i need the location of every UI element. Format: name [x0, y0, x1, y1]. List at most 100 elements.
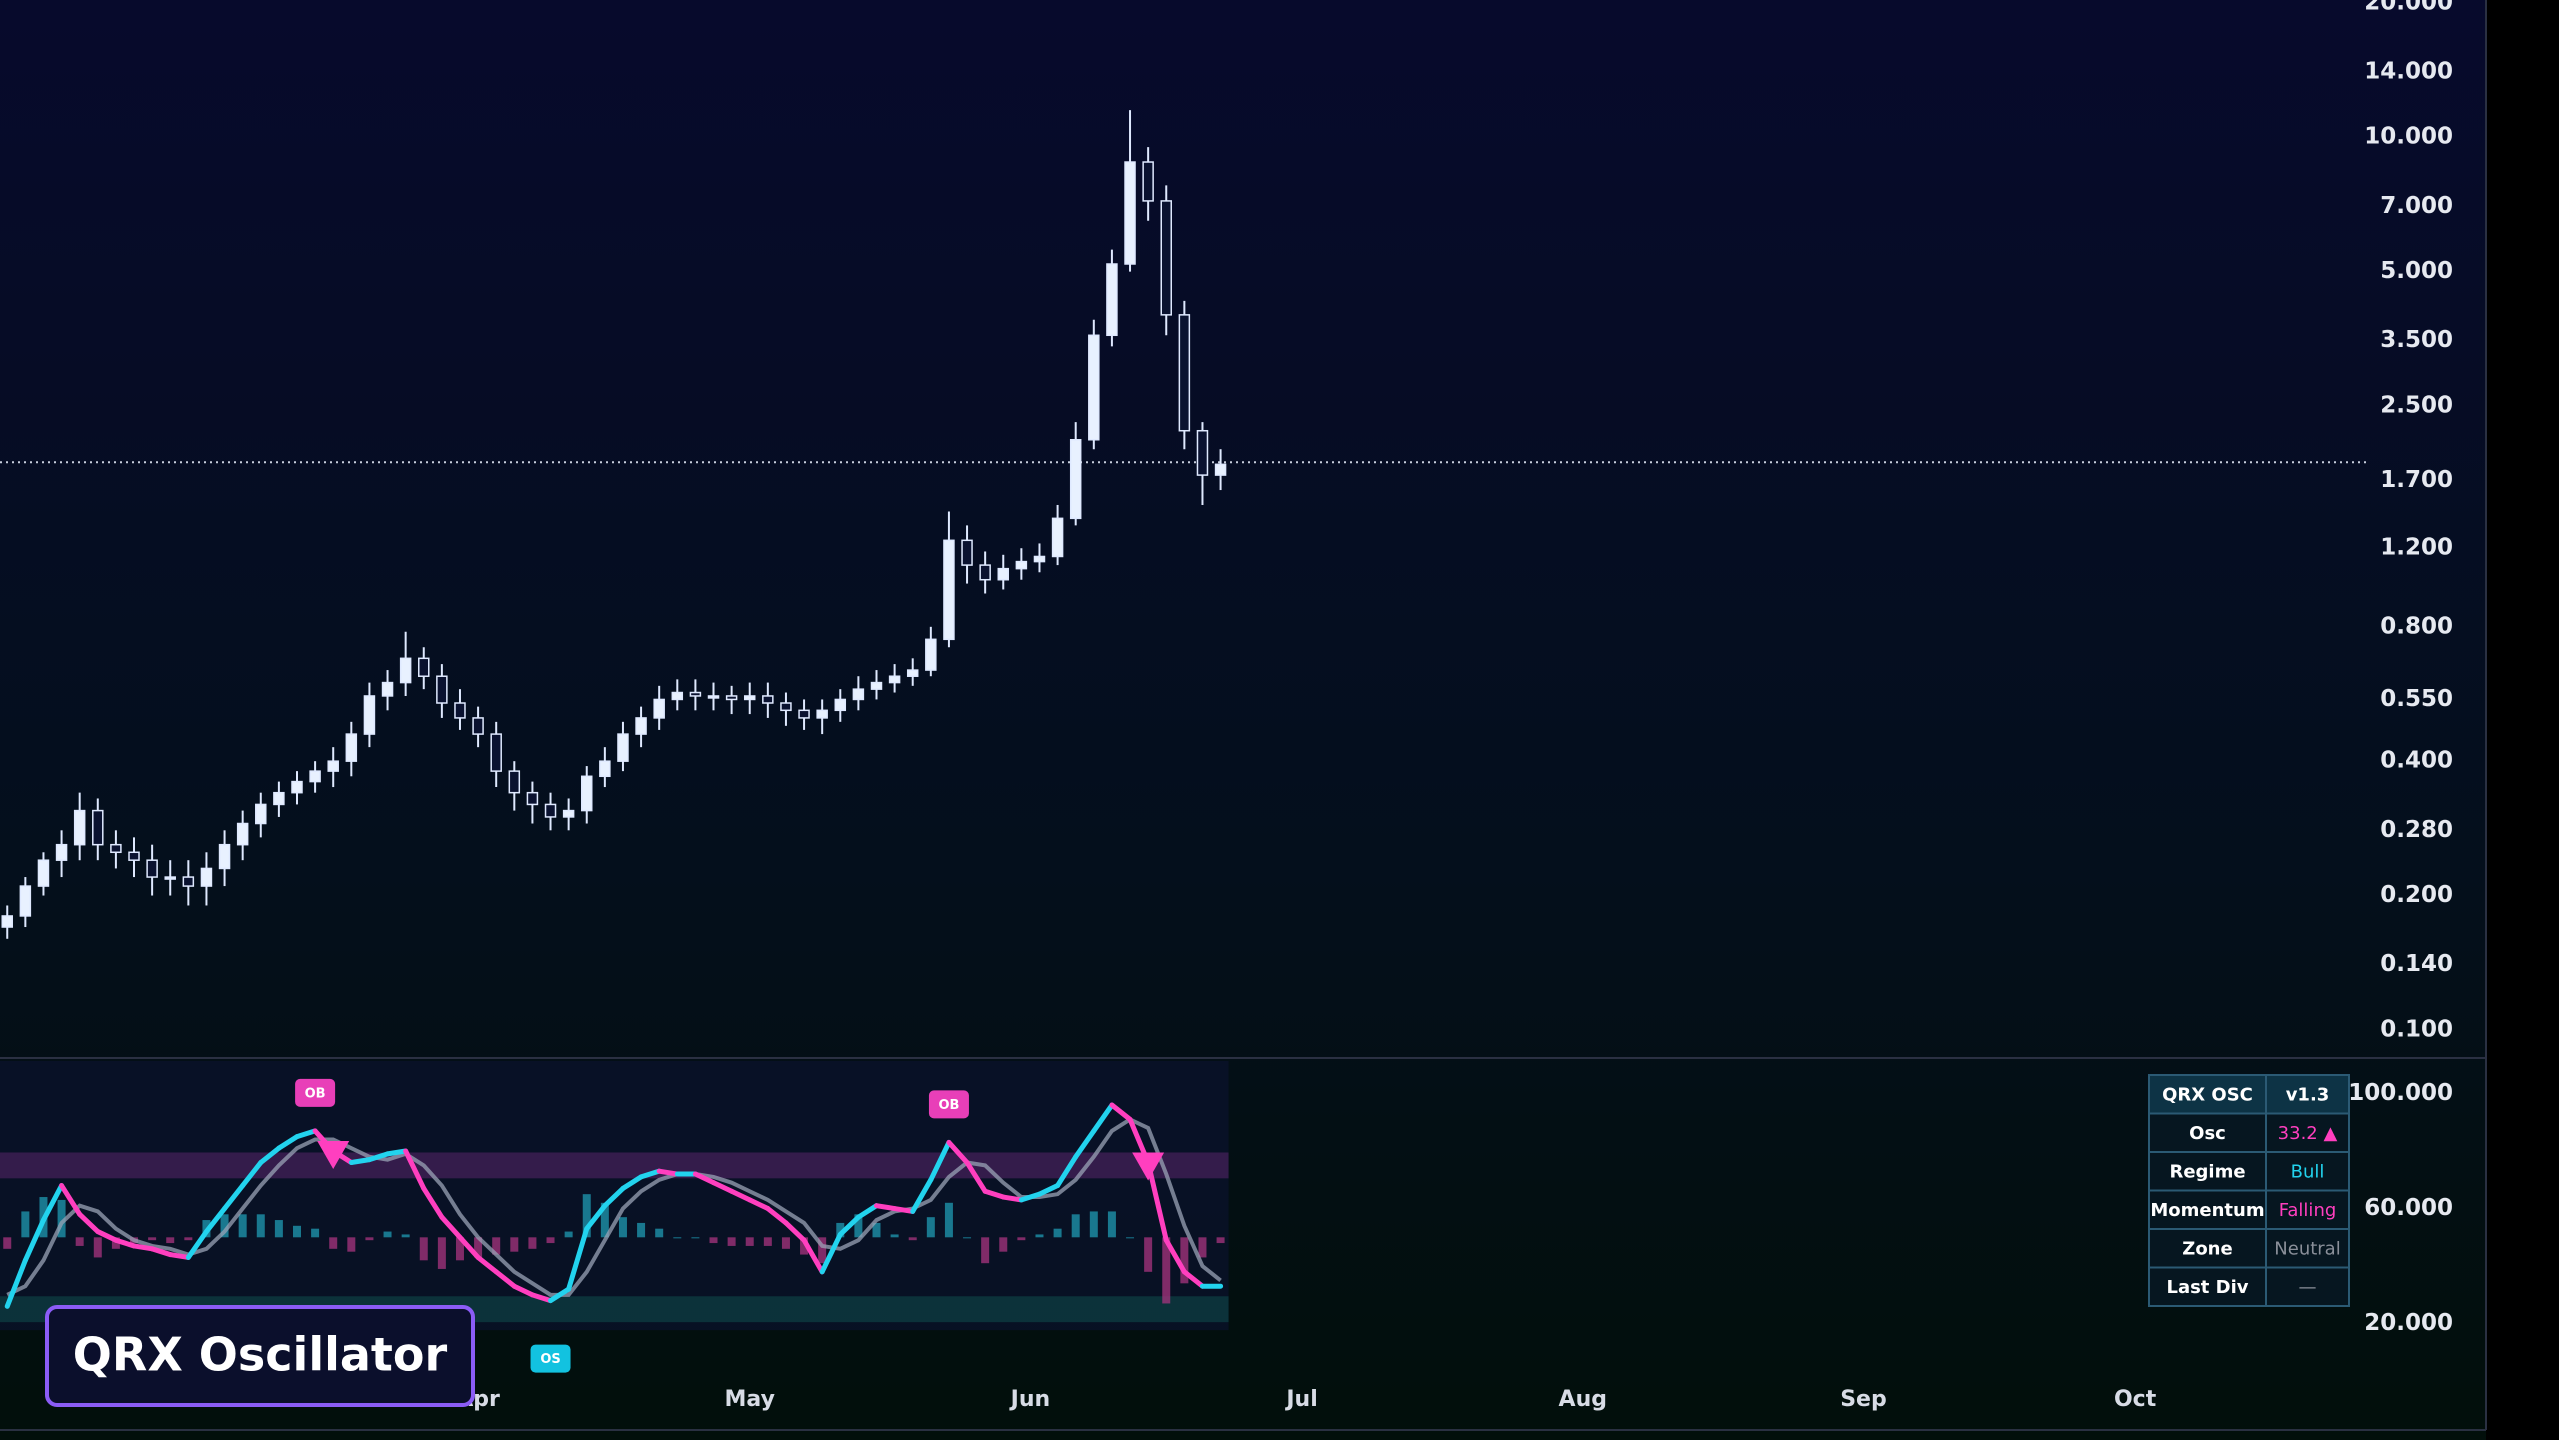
y-tick-label: 0.140 — [2380, 951, 2453, 977]
signal-label-box — [928, 1090, 969, 1119]
histogram-bar — [691, 1237, 700, 1239]
osc-line-segment — [4, 1257, 28, 1309]
osc-line-segment — [855, 1203, 879, 1220]
histogram-bar — [365, 1237, 374, 1241]
candle-body — [653, 698, 665, 719]
histogram-bar — [57, 1199, 66, 1238]
histogram-bar — [383, 1231, 392, 1238]
osc-line-segment — [656, 1168, 680, 1177]
histogram-bar — [818, 1237, 827, 1264]
osc-line-segment — [493, 1269, 517, 1289]
candle-body — [1088, 334, 1100, 441]
osc-line-segment — [113, 1237, 137, 1249]
x-tick-label: Oct — [2114, 1387, 2157, 1412]
histogram-bar — [1198, 1237, 1207, 1258]
table-label: Momentum — [2150, 1200, 2264, 1221]
osc-line-segment — [729, 1188, 753, 1203]
osc-line-segment — [1055, 1154, 1079, 1189]
candle-body — [961, 539, 973, 566]
signal-label-box — [530, 1344, 571, 1373]
candle-body — [436, 675, 448, 704]
candle-body — [200, 867, 213, 887]
candle-body — [92, 809, 104, 846]
y-tick-label: 2.500 — [2380, 392, 2453, 418]
candle-body — [164, 876, 176, 880]
osc-line-segment — [837, 1214, 861, 1237]
osc-line-segment — [873, 1203, 898, 1212]
osc-line-segment — [602, 1185, 626, 1209]
title: QRX Oscillator — [73, 1328, 448, 1382]
osc-line-segment — [240, 1160, 264, 1189]
osc-tick-label: 60.000 — [2364, 1195, 2453, 1221]
x-tick-label: Sep — [1840, 1387, 1887, 1412]
y-tick-label: 14.000 — [2364, 59, 2453, 85]
candle-body — [870, 681, 883, 690]
table-cell — [2148, 1112, 2267, 1153]
candle-body — [182, 876, 195, 887]
candle-body — [381, 681, 394, 697]
candle-body — [544, 803, 557, 818]
osc-line-segment — [765, 1206, 789, 1226]
candle-body — [906, 669, 919, 677]
histogram-bar — [148, 1237, 157, 1241]
candle-body — [490, 733, 502, 772]
table-value: v1.3 — [2286, 1084, 2330, 1105]
histogram-bar — [75, 1237, 84, 1246]
histogram-bar — [781, 1237, 790, 1249]
signal-label: OS — [540, 1352, 560, 1367]
candle-body — [617, 733, 629, 762]
osc-line-segment — [294, 1128, 318, 1140]
candle-body — [110, 843, 122, 854]
osc-line-segment — [1000, 1194, 1024, 1203]
candle-body — [273, 791, 285, 806]
candle-body — [418, 657, 430, 677]
y-tick-label: 1.200 — [2380, 535, 2453, 561]
histogram-bar — [166, 1237, 175, 1244]
histogram-bar — [455, 1237, 464, 1261]
candle-body — [1015, 560, 1028, 570]
candle-body — [635, 717, 647, 735]
candle-body — [309, 770, 321, 783]
table-cell — [2148, 1074, 2267, 1115]
histogram-bar — [1162, 1237, 1171, 1304]
candle-body — [218, 843, 231, 870]
y-tick-label: 3.500 — [2380, 327, 2453, 353]
candle-body — [888, 675, 901, 684]
histogram-bar — [600, 1202, 609, 1238]
y-tick-label: 0.550 — [2380, 686, 2453, 712]
osc-line-segment — [59, 1183, 83, 1217]
osc-line-segment — [548, 1286, 572, 1304]
candle-body — [689, 691, 702, 697]
histogram-bar — [419, 1237, 428, 1261]
candle-body — [399, 657, 412, 684]
table-value: Falling — [2279, 1200, 2337, 1221]
x-tick-label: Jul — [1284, 1387, 1317, 1412]
histogram-bar — [292, 1225, 301, 1238]
histogram-bar — [238, 1214, 247, 1238]
y-tick-label: 0.200 — [2380, 882, 2453, 908]
osc-line-segment — [529, 1292, 554, 1304]
candle-body — [725, 695, 738, 701]
osc-line-segment — [819, 1231, 843, 1275]
histogram-bar — [709, 1237, 718, 1244]
osc-line-segment — [203, 1206, 228, 1235]
histogram-bar — [311, 1228, 320, 1238]
histogram-bar — [1107, 1211, 1116, 1238]
candle-body — [943, 539, 955, 641]
y-tick-label: 0.100 — [2380, 1016, 2453, 1042]
osc-line-segment — [1018, 1191, 1042, 1203]
osc-line-segment — [982, 1188, 1006, 1200]
osc-line-segment — [22, 1217, 46, 1263]
osc-line-segment — [403, 1148, 427, 1191]
histogram-bar — [111, 1237, 120, 1249]
table-cell — [2265, 1151, 2350, 1192]
histogram-bar — [999, 1237, 1008, 1252]
histogram-bar — [329, 1237, 338, 1249]
histogram-bar — [944, 1202, 953, 1238]
histogram-bar — [437, 1237, 446, 1269]
histogram-bar — [184, 1237, 193, 1241]
histogram-bar — [745, 1237, 754, 1246]
title-box — [45, 1305, 475, 1407]
candle-body — [454, 702, 466, 719]
